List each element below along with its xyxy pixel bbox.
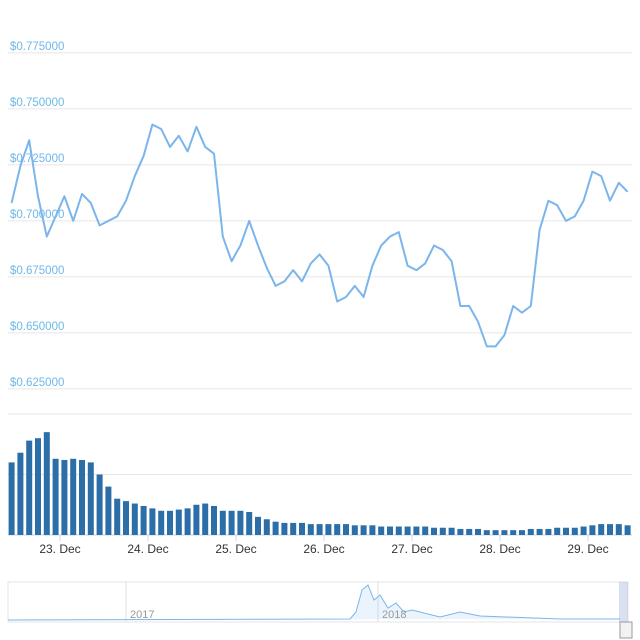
volume-bar xyxy=(571,527,578,535)
volume-bar xyxy=(79,459,85,535)
y-tick-label: $0.625000 xyxy=(10,377,64,389)
x-tick-label: 28. Dec xyxy=(479,542,520,556)
volume-bar xyxy=(598,524,605,535)
navigator-series xyxy=(7,584,620,621)
y-tick-label: $0.725000 xyxy=(10,153,64,165)
volume-bar xyxy=(492,530,499,535)
volume-bar xyxy=(158,510,165,535)
x-tick-label: 26. Dec xyxy=(303,542,344,556)
navigator-handle[interactable] xyxy=(619,621,633,639)
navigator[interactable]: 2017 2018 xyxy=(7,581,633,639)
volume-bar xyxy=(439,527,446,535)
volume-bar xyxy=(17,452,24,535)
volume-bar xyxy=(501,530,508,535)
volume-bar xyxy=(307,524,314,535)
volume-bar xyxy=(615,524,622,535)
volume-bar xyxy=(193,504,200,535)
navigator-label: 2018 xyxy=(382,609,406,621)
volume-bar xyxy=(316,524,323,535)
volume-bar xyxy=(8,462,15,535)
y-tick-label: $0.675000 xyxy=(10,265,64,277)
volume-bar xyxy=(413,526,420,535)
volume-bar xyxy=(387,526,393,535)
volume-bar xyxy=(448,527,455,535)
volume-bar xyxy=(219,510,226,535)
volume-bar xyxy=(624,525,631,535)
x-tick-label: 25. Dec xyxy=(215,542,256,556)
navigator-mask xyxy=(619,582,628,622)
volume-bar xyxy=(325,524,332,535)
volume-bar xyxy=(272,521,279,535)
volume-bar xyxy=(351,525,358,535)
volume-bar xyxy=(290,522,297,535)
volume-bar xyxy=(140,505,147,535)
volume-bar xyxy=(105,486,112,535)
volume-bar xyxy=(61,459,68,535)
volume-bar xyxy=(607,524,613,535)
y-tick-label: $0.700000 xyxy=(10,209,64,221)
volume-bar xyxy=(255,516,261,535)
volume-bar xyxy=(299,522,305,535)
y-tick-label: $0.775000 xyxy=(10,41,64,53)
volume-bar xyxy=(228,510,235,535)
volume-bar xyxy=(510,530,517,535)
volume-bar xyxy=(52,458,59,535)
volume-bar xyxy=(246,512,253,535)
volume-bar xyxy=(457,528,464,535)
y-tick-label: $0.650000 xyxy=(10,321,64,333)
volume-bar xyxy=(554,527,561,535)
volume-bar xyxy=(263,519,270,535)
volume-bar xyxy=(96,474,103,535)
volume-bar xyxy=(123,501,129,535)
y-tick-label: $0.750000 xyxy=(10,97,64,109)
volume-bar xyxy=(211,505,217,535)
volume-bar xyxy=(360,525,367,535)
volume-bar xyxy=(527,528,534,535)
volume-bar xyxy=(43,432,50,535)
volume-bar xyxy=(149,508,156,535)
volume-bar xyxy=(395,526,402,535)
volume-bar xyxy=(475,528,481,535)
volume-bar xyxy=(114,498,121,535)
volume-bar xyxy=(70,458,77,535)
price-line xyxy=(10,123,629,348)
volume-bar xyxy=(35,438,41,535)
volume-bar xyxy=(175,509,182,535)
volume-bar xyxy=(26,440,33,535)
x-tick-label: 29. Dec xyxy=(567,542,608,556)
x-tick-label: 24. Dec xyxy=(127,542,168,556)
volume-bar xyxy=(536,528,543,535)
volume-bar xyxy=(378,526,385,535)
volume-bar xyxy=(589,525,596,535)
volume-bar xyxy=(131,503,138,535)
volume-bar xyxy=(167,510,173,535)
volume-bar xyxy=(563,527,569,535)
volume-bar xyxy=(369,525,376,535)
volume-bar xyxy=(431,527,437,535)
volume-bar xyxy=(334,524,341,535)
volume-bar xyxy=(404,526,411,535)
volume-bar xyxy=(519,530,525,535)
volume-bar xyxy=(466,528,473,535)
volume-bar xyxy=(422,526,429,535)
navigator-label: 2017 xyxy=(130,609,154,621)
volume-bar xyxy=(237,510,244,535)
x-tick-label: 23. Dec xyxy=(39,542,80,556)
volume-bar xyxy=(545,528,552,535)
navigator-frame xyxy=(7,581,629,623)
x-tick-label: 27. Dec xyxy=(391,542,432,556)
volume-bar xyxy=(343,524,349,535)
volume-bar xyxy=(483,530,490,535)
volume-bar xyxy=(580,526,587,535)
volume-bar xyxy=(281,522,288,535)
volume-bar xyxy=(87,462,94,535)
volume-bar xyxy=(202,503,209,535)
volume-bar xyxy=(184,508,191,535)
